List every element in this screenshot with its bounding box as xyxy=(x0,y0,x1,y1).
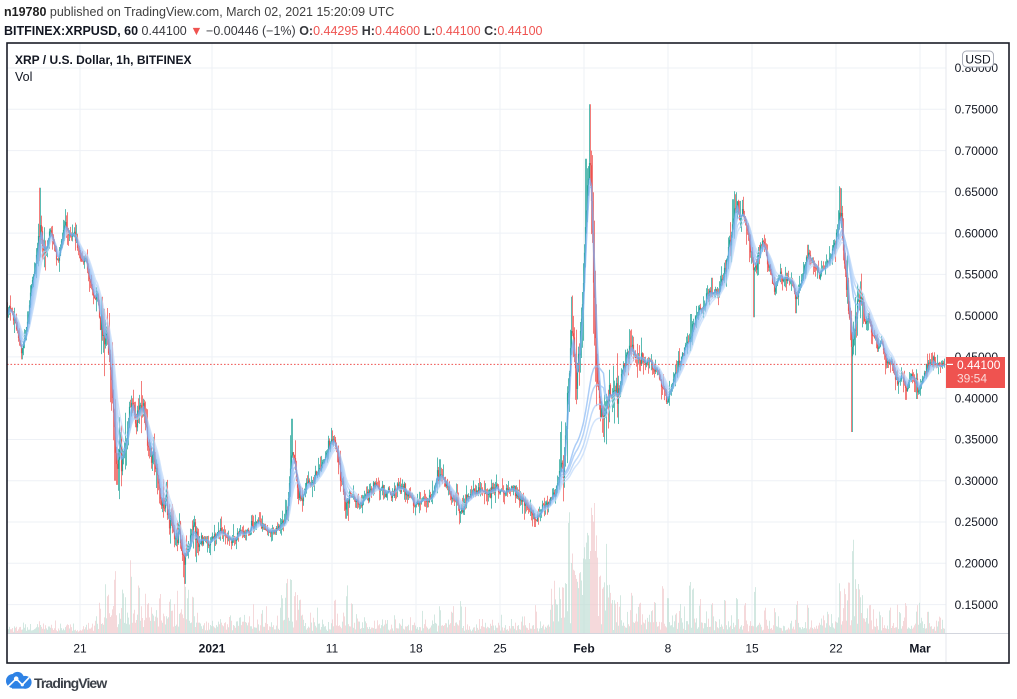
svg-text:0.55000: 0.55000 xyxy=(955,268,999,282)
svg-text:0.40000: 0.40000 xyxy=(955,391,999,405)
svg-text:0.25000: 0.25000 xyxy=(955,515,999,529)
svg-text:BITFINEX:XRPUSD, 60 0.44100 ▼: BITFINEX:XRPUSD, 60 0.44100 ▼ −0.00446 (… xyxy=(4,24,543,38)
svg-text:Vol: Vol xyxy=(15,70,32,84)
svg-text:22: 22 xyxy=(829,641,843,655)
svg-text:18: 18 xyxy=(409,641,423,655)
svg-text:0.70000: 0.70000 xyxy=(955,144,999,158)
svg-text:0.20000: 0.20000 xyxy=(955,557,999,571)
svg-text:TradingView: TradingView xyxy=(34,675,107,691)
svg-text:39:54: 39:54 xyxy=(957,372,987,386)
svg-text:0.35000: 0.35000 xyxy=(955,433,999,447)
svg-text:Feb: Feb xyxy=(573,641,594,655)
svg-text:0.30000: 0.30000 xyxy=(955,474,999,488)
svg-text:2021: 2021 xyxy=(199,641,226,655)
svg-text:0.15000: 0.15000 xyxy=(955,598,999,612)
svg-text:11: 11 xyxy=(326,641,339,655)
svg-text:8: 8 xyxy=(665,641,672,655)
svg-text:0.75000: 0.75000 xyxy=(955,103,999,117)
svg-text:25: 25 xyxy=(493,641,507,655)
svg-text:USD: USD xyxy=(965,53,991,67)
svg-text:0.44100: 0.44100 xyxy=(957,358,1001,372)
svg-text:0.60000: 0.60000 xyxy=(955,226,999,240)
svg-text:21: 21 xyxy=(73,641,87,655)
svg-text:0.50000: 0.50000 xyxy=(955,309,999,323)
svg-text:15: 15 xyxy=(745,641,759,655)
svg-text:XRP / U.S. Dollar, 1h, BITFINE: XRP / U.S. Dollar, 1h, BITFINEX xyxy=(15,53,191,67)
svg-text:n19780 published on TradingVie: n19780 published on TradingView.com, Mar… xyxy=(4,5,394,19)
svg-text:0.65000: 0.65000 xyxy=(955,185,999,199)
svg-text:Mar: Mar xyxy=(909,641,931,655)
